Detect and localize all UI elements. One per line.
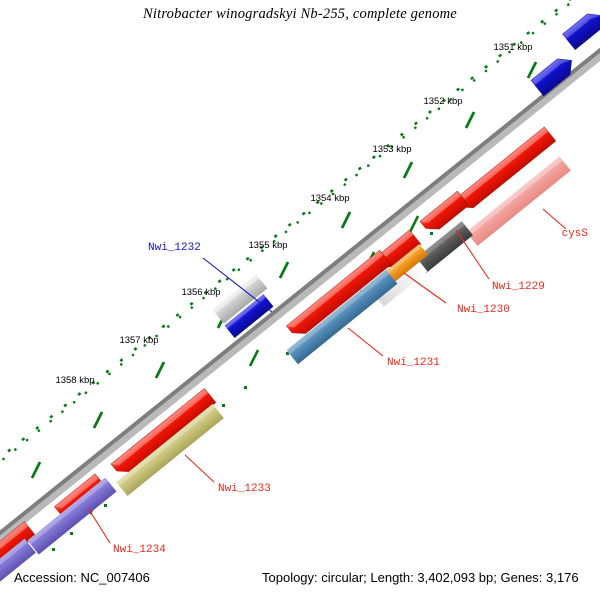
accession-label: Accession: NC_007406: [14, 570, 150, 585]
gene-label-Nwi_1233[interactable]: Nwi_1233: [218, 483, 271, 495]
topology-label: Topology: circular; Length: 3,402,093 bp…: [262, 570, 579, 585]
ruler-tick-label: 1356 kbp: [181, 287, 220, 298]
forward-gene-track[interactable]: [530, 8, 600, 97]
gene-arrow-forward[interactable]: [530, 53, 578, 97]
feature-bar-Nwi_1234[interactable]: [27, 477, 117, 555]
ruler-dotted-line: [0, 0, 577, 464]
gene-label-Nwi_1232[interactable]: Nwi_1232: [148, 242, 201, 254]
ruler-tick-label: 1358 kbp: [55, 375, 94, 386]
feature-bar-Nwi_1232[interactable]: [224, 294, 274, 338]
gene-label-Nwi_1231[interactable]: Nwi_1231: [387, 357, 440, 369]
gene-arrow-reverse[interactable]: [286, 249, 392, 340]
leader-Nwi_1234: [87, 507, 111, 544]
feature-bar-Nwi_1231[interactable]: [286, 269, 398, 365]
ruler-labels: 1351 kbp 1352 kbp 1353 kbp 1354 kbp 1355…: [55, 42, 532, 386]
gene-label-Nwi_1234[interactable]: Nwi_1234: [113, 544, 166, 556]
feature-bar-gray-Nwi_1232[interactable]: [212, 274, 268, 324]
ruler-tick-label: 1352 kbp: [423, 96, 462, 107]
gene-label-Nwi_1230[interactable]: Nwi_1230: [457, 304, 510, 316]
axis-line: [0, 47, 600, 536]
leader-cysS: [542, 208, 567, 230]
status-bar: Accession: NC_007406 Topology: circular;…: [0, 570, 600, 592]
ruler-tick-label: 1357 kbp: [119, 335, 158, 346]
feature-track-lower[interactable]: [0, 156, 571, 591]
feature-bar-cysS[interactable]: [466, 156, 571, 247]
gene-labels[interactable]: cysS Nwi_1229 Nwi_1230 Nwi_1231 Nwi_1232…: [113, 228, 588, 556]
reverse-gene-track[interactable]: [0, 126, 557, 566]
gene-label-cysS[interactable]: cysS: [562, 228, 589, 240]
leader-Nwi_1230: [403, 272, 447, 304]
ruler-ticks: [30, 61, 538, 479]
leader-Nwi_1233: [184, 454, 215, 483]
feature-bar-Nwi_1233[interactable]: [116, 403, 224, 497]
gene-label-Nwi_1229[interactable]: Nwi_1229: [492, 281, 545, 293]
gene-arrow-forward[interactable]: [562, 8, 600, 51]
feature-bar-Nwi_1234-cont[interactable]: [0, 538, 36, 591]
leader-Nwi_1231: [347, 327, 384, 357]
leader-Nwi_1232: [202, 257, 273, 313]
axis-shadow: [0, 49, 600, 544]
genome-axis[interactable]: [0, 47, 600, 554]
leader-Nwi_1229: [455, 229, 490, 280]
label-leader-lines: [87, 208, 567, 544]
ruler-tick-label: 1351 kbp: [493, 42, 532, 53]
gene-arrow-reverse[interactable]: [419, 190, 470, 235]
feature-bar-spacer: [372, 257, 428, 307]
ruler-tick-label: 1354 kbp: [310, 193, 349, 204]
ruler-tick-label: 1353 kbp: [372, 144, 411, 155]
feature-bar-Nwi_1229[interactable]: [415, 221, 473, 273]
ruler-tick-label: 1355 kbp: [248, 240, 287, 251]
page-title: Nitrobacter winogradskyi Nb-255, complet…: [143, 6, 457, 22]
